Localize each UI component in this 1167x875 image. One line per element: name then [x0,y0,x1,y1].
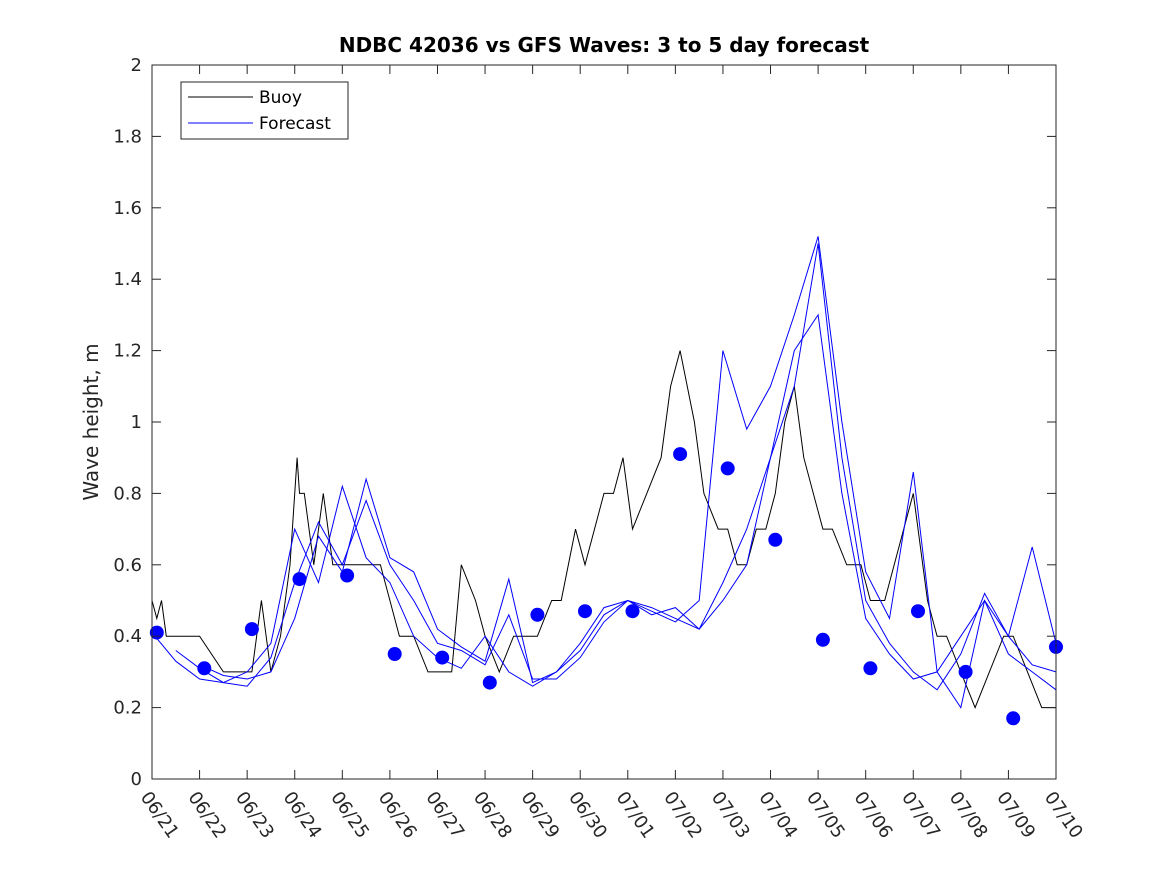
forecast-point [292,572,307,587]
y-tick-label: 0 [131,769,142,790]
forecast-point [911,604,925,619]
y-tick-label: 1.4 [113,269,142,290]
legend-label-buoy: Buoy [259,88,302,108]
forecast-point [625,604,640,619]
forecast-point [530,607,545,622]
forecast-point [863,661,878,676]
y-tick-label: 1 [131,412,142,433]
legend-label-forecast: Forecast [259,114,331,134]
forecast-point [720,461,735,476]
y-tick-label: 0.2 [113,698,142,719]
forecast-point [815,632,830,647]
legend-box [180,81,349,140]
y-tick-label: 1.8 [113,126,142,147]
forecast-point [340,568,355,583]
plot-area [152,65,1056,779]
forecast-point [673,447,688,462]
series-line-forecast-1 [151,313,1057,691]
series-line-forecast-2 [175,243,1057,691]
y-tick-label: 0.4 [113,626,142,647]
y-tick-label: 1.2 [113,341,142,362]
forecast-point [578,604,592,619]
forecast-point [244,622,259,637]
forecast-point [387,647,402,661]
y-axis: 0 0.2 0.4 0.6 0.8 1 1.2 1.4 1.6 1.8 2 [113,55,1056,790]
forecast-point [482,675,497,690]
series-line-buoy-0 [151,350,1056,709]
forecast-point [768,532,783,547]
y-tick-label: 0.8 [113,483,142,504]
y-tick-label: 0.6 [113,555,142,576]
y-axis-label: Wave height, m [79,343,103,500]
legend: Buoy Forecast [180,81,349,140]
forecast-point [197,661,212,676]
forecast-point [435,650,450,665]
y-tick-label: 2 [131,55,142,76]
forecast-point [958,664,973,679]
forecast-point [1006,711,1021,726]
chart-title: NDBC 42036 vs GFS Waves: 3 to 5 day fore… [339,33,870,57]
y-tick-label: 1.6 [113,198,142,219]
